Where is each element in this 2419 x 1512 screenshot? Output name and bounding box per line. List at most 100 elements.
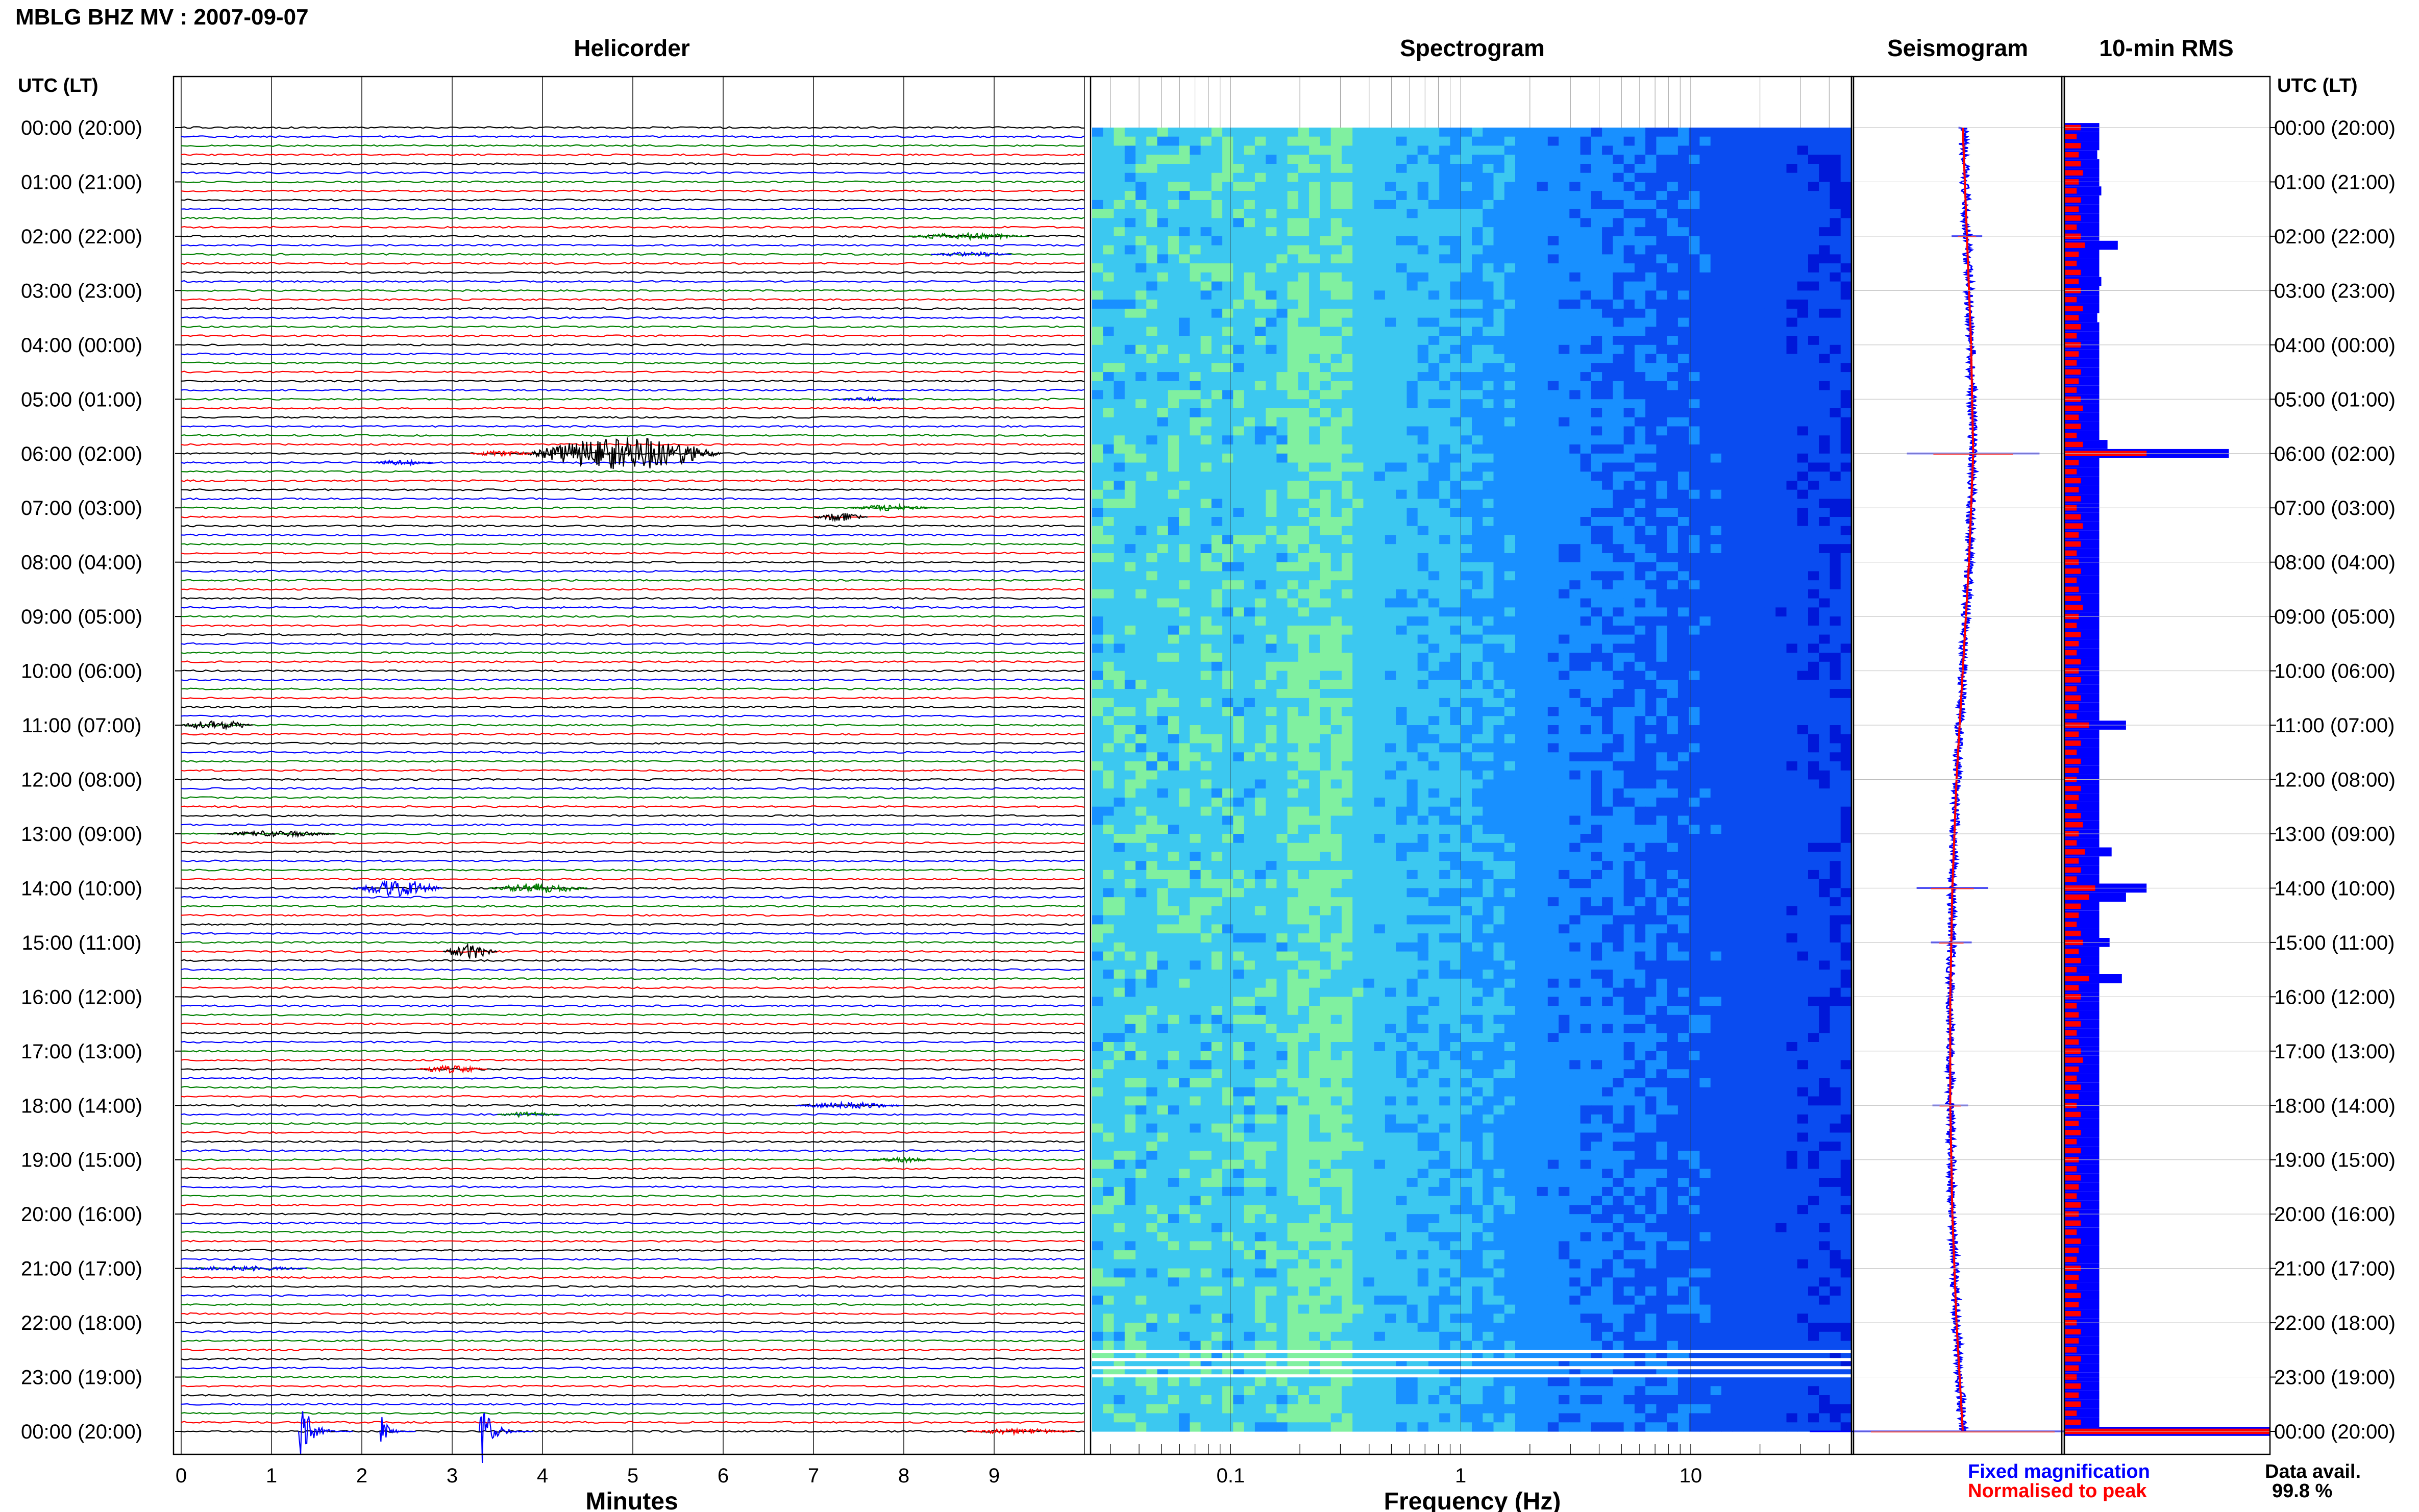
spectrogram-cell xyxy=(1417,426,1429,436)
spectrogram-cell xyxy=(1602,128,1613,137)
spectrogram-cell xyxy=(1298,272,1310,282)
spectrogram-cell xyxy=(1786,598,1798,608)
spectrogram-cell xyxy=(1309,227,1320,237)
spectrogram-cell xyxy=(1721,689,1733,699)
spectrogram-cell xyxy=(1580,336,1592,345)
spectrogram-cell xyxy=(1808,544,1819,554)
spectrogram-cell xyxy=(1168,128,1179,137)
spectrogram-cell xyxy=(1330,245,1342,255)
spectrogram-cell xyxy=(1200,272,1212,282)
spectrogram-cell xyxy=(1352,417,1364,427)
spectrogram-cell xyxy=(1623,589,1635,599)
spectrogram-cell xyxy=(1634,381,1646,391)
spectrogram-cell xyxy=(1721,517,1733,527)
spectrogram-cell xyxy=(1591,182,1602,191)
spectrogram-cell xyxy=(1103,372,1115,382)
spectrogram-cell xyxy=(1754,128,1765,137)
spectrogram-cell xyxy=(1396,707,1408,716)
spectrogram-cell xyxy=(1656,435,1668,445)
spectrogram-cell xyxy=(1667,671,1679,680)
spectrogram-cell xyxy=(1830,308,1841,318)
spectrogram-cell xyxy=(1689,607,1700,617)
spectrogram-cell xyxy=(1190,172,1201,182)
spectrogram-cell xyxy=(1244,172,1255,182)
spectrogram-cell xyxy=(1526,290,1538,300)
spectrogram-cell xyxy=(1559,580,1570,590)
spectrogram-cell xyxy=(1808,607,1819,617)
spectrogram-cell xyxy=(1840,172,1852,182)
spectrogram-cell xyxy=(1266,417,1277,427)
spectrogram-cell xyxy=(1417,634,1429,644)
spectrogram-cell xyxy=(1677,517,1689,527)
spectrogram-cell xyxy=(1287,680,1299,689)
spectrogram-cell xyxy=(1569,245,1581,255)
spectrogram-cell xyxy=(1450,327,1462,336)
spectrogram-cell xyxy=(1124,462,1136,472)
spectrogram-cell xyxy=(1092,444,1103,454)
spectrogram-cell xyxy=(1136,164,1147,173)
spectrogram-cell xyxy=(1830,716,1841,726)
spectrogram-cell xyxy=(1211,381,1223,391)
spectrogram-cell xyxy=(1472,680,1483,689)
spectrogram-cell xyxy=(1602,453,1613,463)
spectrogram-cell xyxy=(1710,281,1722,291)
helicorder-event xyxy=(181,720,253,731)
spectrogram-cell xyxy=(1374,336,1386,345)
spectrogram-cell xyxy=(1504,317,1516,327)
spectrogram-cell xyxy=(1428,263,1440,273)
spectrogram-cell xyxy=(1547,589,1559,599)
spectrogram-cell xyxy=(1287,381,1299,391)
spectrogram-cell xyxy=(1786,589,1798,599)
spectrogram-cell xyxy=(1504,562,1516,572)
spectrogram-cell xyxy=(1699,580,1711,590)
spectrogram-cell xyxy=(1830,336,1841,345)
spectrogram-cell xyxy=(1320,372,1331,382)
spectrogram-cell xyxy=(1569,462,1581,472)
spectrogram-cell xyxy=(1341,472,1353,481)
spectrogram-cell xyxy=(1667,526,1679,535)
spectrogram-cell xyxy=(1266,209,1277,218)
spectrogram-cell xyxy=(1591,128,1602,137)
spectrogram-cell xyxy=(1808,698,1819,708)
spectrogram-cell xyxy=(1819,680,1831,689)
spectrogram-cell xyxy=(1254,200,1266,210)
spectrogram-cell xyxy=(1103,354,1115,363)
spectrogram-cell xyxy=(1721,209,1733,218)
spectrogram-cell xyxy=(1363,182,1375,191)
spectrogram-cell xyxy=(1190,571,1201,581)
spectrogram-cell xyxy=(1840,562,1852,572)
spectrogram-cell xyxy=(1374,363,1386,373)
helicorder-trace xyxy=(181,941,1084,944)
helicorder-trace xyxy=(181,1321,1085,1324)
spectrogram-cell xyxy=(1309,164,1320,173)
spectrogram-cell xyxy=(1146,535,1158,544)
spectrogram-cell xyxy=(1136,363,1147,373)
spectrogram-cell xyxy=(1515,716,1526,726)
spectrogram-cell xyxy=(1689,535,1700,544)
spectrogram-cell xyxy=(1472,634,1483,644)
spectrogram-cell xyxy=(1179,562,1190,572)
spectrogram-cell xyxy=(1602,317,1613,327)
spectrogram-cell xyxy=(1320,200,1331,210)
spectrogram-cell xyxy=(1732,408,1744,418)
spectrogram-cell xyxy=(1775,453,1787,463)
spectrogram-cell xyxy=(1200,245,1212,255)
spectrogram-cell xyxy=(1341,254,1353,264)
spectrogram-cell xyxy=(1103,472,1115,481)
spectrogram-cell xyxy=(1634,616,1646,626)
spectrogram-cell xyxy=(1840,698,1852,708)
spectrogram-cell xyxy=(1504,435,1516,445)
spectrogram-cell xyxy=(1677,254,1689,264)
spectrogram-cell xyxy=(1775,689,1787,699)
spectrogram-cell xyxy=(1743,562,1755,572)
spectrogram-cell xyxy=(1254,236,1266,246)
spectrogram-cell xyxy=(1330,399,1342,409)
spectrogram-cell xyxy=(1298,544,1310,554)
spectrogram-cell xyxy=(1254,571,1266,581)
spectrogram-cell xyxy=(1623,517,1635,527)
spectrogram-cell xyxy=(1254,580,1266,590)
spectrogram-cell xyxy=(1808,145,1819,155)
spectrogram-cell xyxy=(1363,336,1375,345)
spectrogram-cell xyxy=(1504,671,1516,680)
spectrogram-cell xyxy=(1190,698,1201,708)
